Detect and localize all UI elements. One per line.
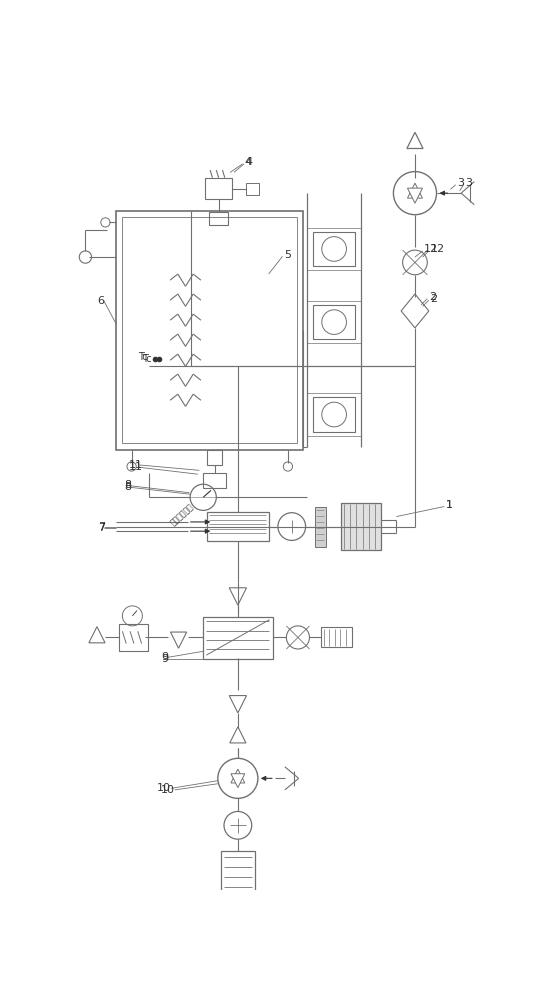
Text: 2: 2 (429, 292, 436, 302)
Text: 1: 1 (446, 500, 453, 510)
Polygon shape (170, 632, 187, 648)
Text: 10: 10 (161, 785, 175, 795)
Text: 1: 1 (446, 500, 453, 510)
Bar (122, 217, 297, 443)
Bar (209, 212, 228, 225)
Text: 8: 8 (124, 482, 131, 492)
Text: Tc: Tc (138, 352, 147, 362)
Polygon shape (408, 183, 423, 198)
Bar (116, 211, 303, 450)
Text: 6: 6 (98, 296, 105, 306)
Text: 9: 9 (161, 654, 168, 664)
Text: 12: 12 (424, 244, 438, 254)
Bar (119, 624, 148, 651)
Polygon shape (231, 769, 245, 783)
Text: 3: 3 (465, 178, 472, 188)
Bar (321, 627, 352, 647)
Bar (313, 305, 355, 339)
Bar (205, 178, 233, 199)
Bar (203, 617, 272, 659)
Text: 4: 4 (244, 157, 251, 167)
Text: 11: 11 (128, 460, 142, 470)
Text: 3: 3 (458, 178, 465, 188)
Text: 8: 8 (124, 480, 131, 490)
Text: 7: 7 (98, 522, 105, 532)
Text: 5: 5 (284, 250, 291, 260)
Polygon shape (89, 627, 105, 643)
Bar (203, 473, 226, 488)
Text: 11: 11 (128, 462, 142, 472)
Bar (221, 851, 255, 895)
Bar (313, 397, 355, 432)
Text: 12: 12 (430, 244, 445, 254)
Bar (207, 512, 268, 541)
Text: 7: 7 (98, 523, 105, 533)
Polygon shape (229, 588, 246, 605)
Bar (313, 232, 355, 266)
Bar (245, 183, 259, 195)
Text: 2: 2 (430, 294, 438, 304)
Polygon shape (229, 696, 246, 713)
Polygon shape (230, 727, 246, 743)
Polygon shape (408, 188, 423, 203)
Text: 9: 9 (161, 652, 168, 662)
Text: 4: 4 (245, 157, 253, 167)
Bar (315, 507, 325, 547)
Text: Tc: Tc (142, 354, 151, 364)
Text: 接冷却循环水: 接冷却循环水 (169, 502, 195, 527)
Text: 10: 10 (157, 783, 171, 793)
Polygon shape (401, 294, 429, 328)
Bar (207, 450, 222, 465)
Polygon shape (407, 132, 423, 148)
Bar (341, 503, 381, 550)
Polygon shape (231, 774, 245, 788)
